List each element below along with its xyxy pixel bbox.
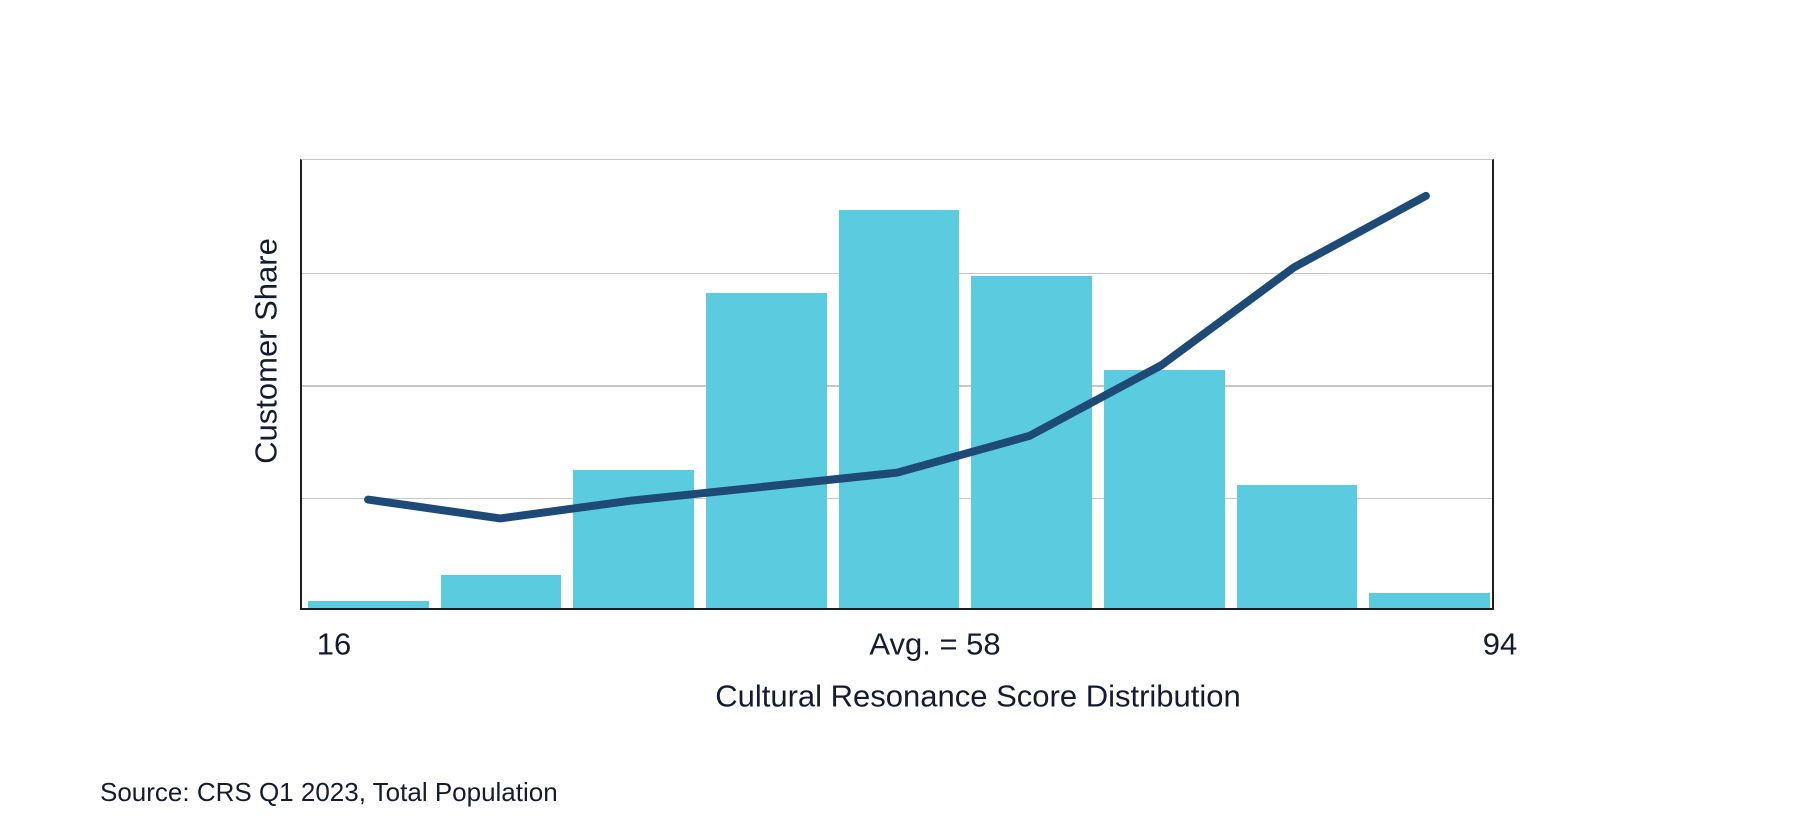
y-axis-title: Customer Share [248, 238, 284, 464]
x-axis-title: Cultural Resonance Score Distribution [715, 678, 1241, 714]
trend-line-path [364, 191, 1430, 523]
x-tick-max: 94 [1482, 626, 1518, 662]
x-tick-average-annotation: Avg. = 58 [869, 626, 1001, 662]
histogram-bar [838, 210, 960, 608]
histogram-bar [308, 600, 429, 608]
histogram-bar [971, 275, 1092, 608]
plot-area [300, 159, 1494, 610]
histogram-bar [706, 293, 827, 608]
histogram-bar [1104, 369, 1225, 608]
trend-line-layer [364, 191, 1430, 523]
histogram-bar [440, 575, 562, 608]
x-tick-min: 16 [316, 626, 352, 662]
histogram-bar [1369, 593, 1490, 608]
histogram-bar [1236, 485, 1358, 608]
source-note: Source: CRS Q1 2023, Total Population [100, 777, 558, 807]
